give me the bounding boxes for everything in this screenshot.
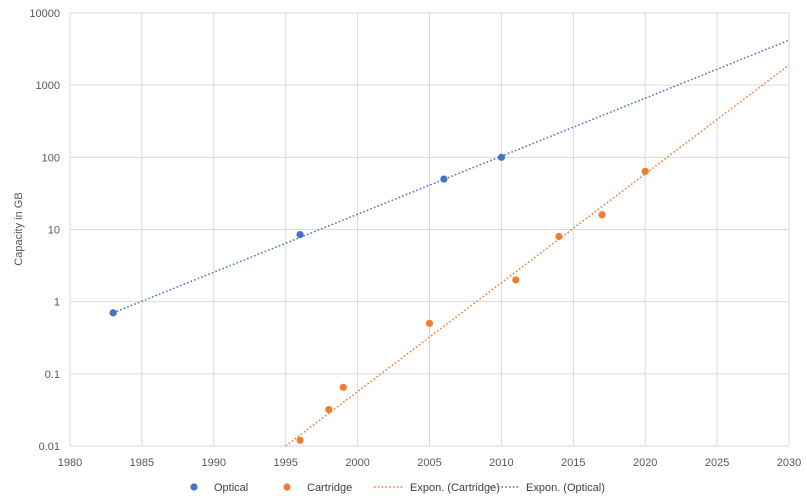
legend-marker-optical	[190, 483, 198, 491]
grid-lines	[69, 12, 790, 447]
data-point-optical	[497, 153, 505, 161]
legend-label: Cartridge	[307, 482, 352, 494]
x-tick-label: 1995	[273, 457, 297, 469]
data-point-optical	[440, 175, 448, 183]
y-tick-label: 1000	[36, 80, 60, 92]
data-point-cartridge	[339, 383, 347, 391]
data-points	[109, 153, 649, 444]
y-axis-title: Capacity in GB	[13, 192, 25, 265]
x-axis-ticks: 1980 1985 1990 1995 2000 2005 2010 2015 2020 2025…	[58, 457, 801, 469]
trendlines	[112, 39, 790, 447]
y-tick-label: 0.01	[39, 441, 60, 453]
data-point-cartridge	[641, 167, 649, 175]
data-point-optical	[109, 309, 117, 317]
y-tick-label: 100	[42, 152, 60, 164]
trendline-expon-cartridge	[285, 64, 790, 447]
x-tick-label: 1985	[130, 457, 154, 469]
x-tick-label: 2005	[417, 457, 441, 469]
y-tick-label: 10	[48, 225, 60, 237]
x-tick-label: 2010	[489, 457, 513, 469]
x-tick-label: 2020	[633, 457, 657, 469]
legend: Optical Cartridge Expon. (Cartridge) Expon.…	[190, 482, 605, 494]
data-point-cartridge	[425, 319, 434, 327]
legend-label: Expon. (Optical)	[526, 482, 605, 494]
x-tick-label: 1980	[58, 457, 82, 469]
y-tick-label: 10000	[29, 8, 60, 20]
x-tick-label: 1990	[202, 457, 226, 469]
legend-label: Expon. (Cartridge)	[410, 482, 500, 494]
data-point-cartridge	[296, 436, 304, 444]
data-point-cartridge	[512, 276, 520, 284]
data-point-optical	[296, 230, 304, 239]
trendline-expon-optical	[112, 39, 790, 314]
legend-marker-cartridge	[283, 483, 291, 491]
x-tick-label: 2015	[561, 457, 585, 469]
y-tick-label: 0.1	[45, 369, 60, 381]
y-tick-label: 1	[54, 297, 60, 309]
y-axis-ticks: 0.01 0.1 1 10 100 1000 10000	[29, 8, 60, 453]
x-tick-label: 2000	[345, 457, 369, 469]
x-tick-label: 2030	[777, 457, 801, 469]
data-point-cartridge	[555, 232, 563, 241]
data-point-cartridge	[598, 211, 606, 219]
data-point-cartridge	[325, 405, 333, 414]
legend-label: Optical	[214, 482, 248, 494]
x-tick-label: 2025	[705, 457, 729, 469]
